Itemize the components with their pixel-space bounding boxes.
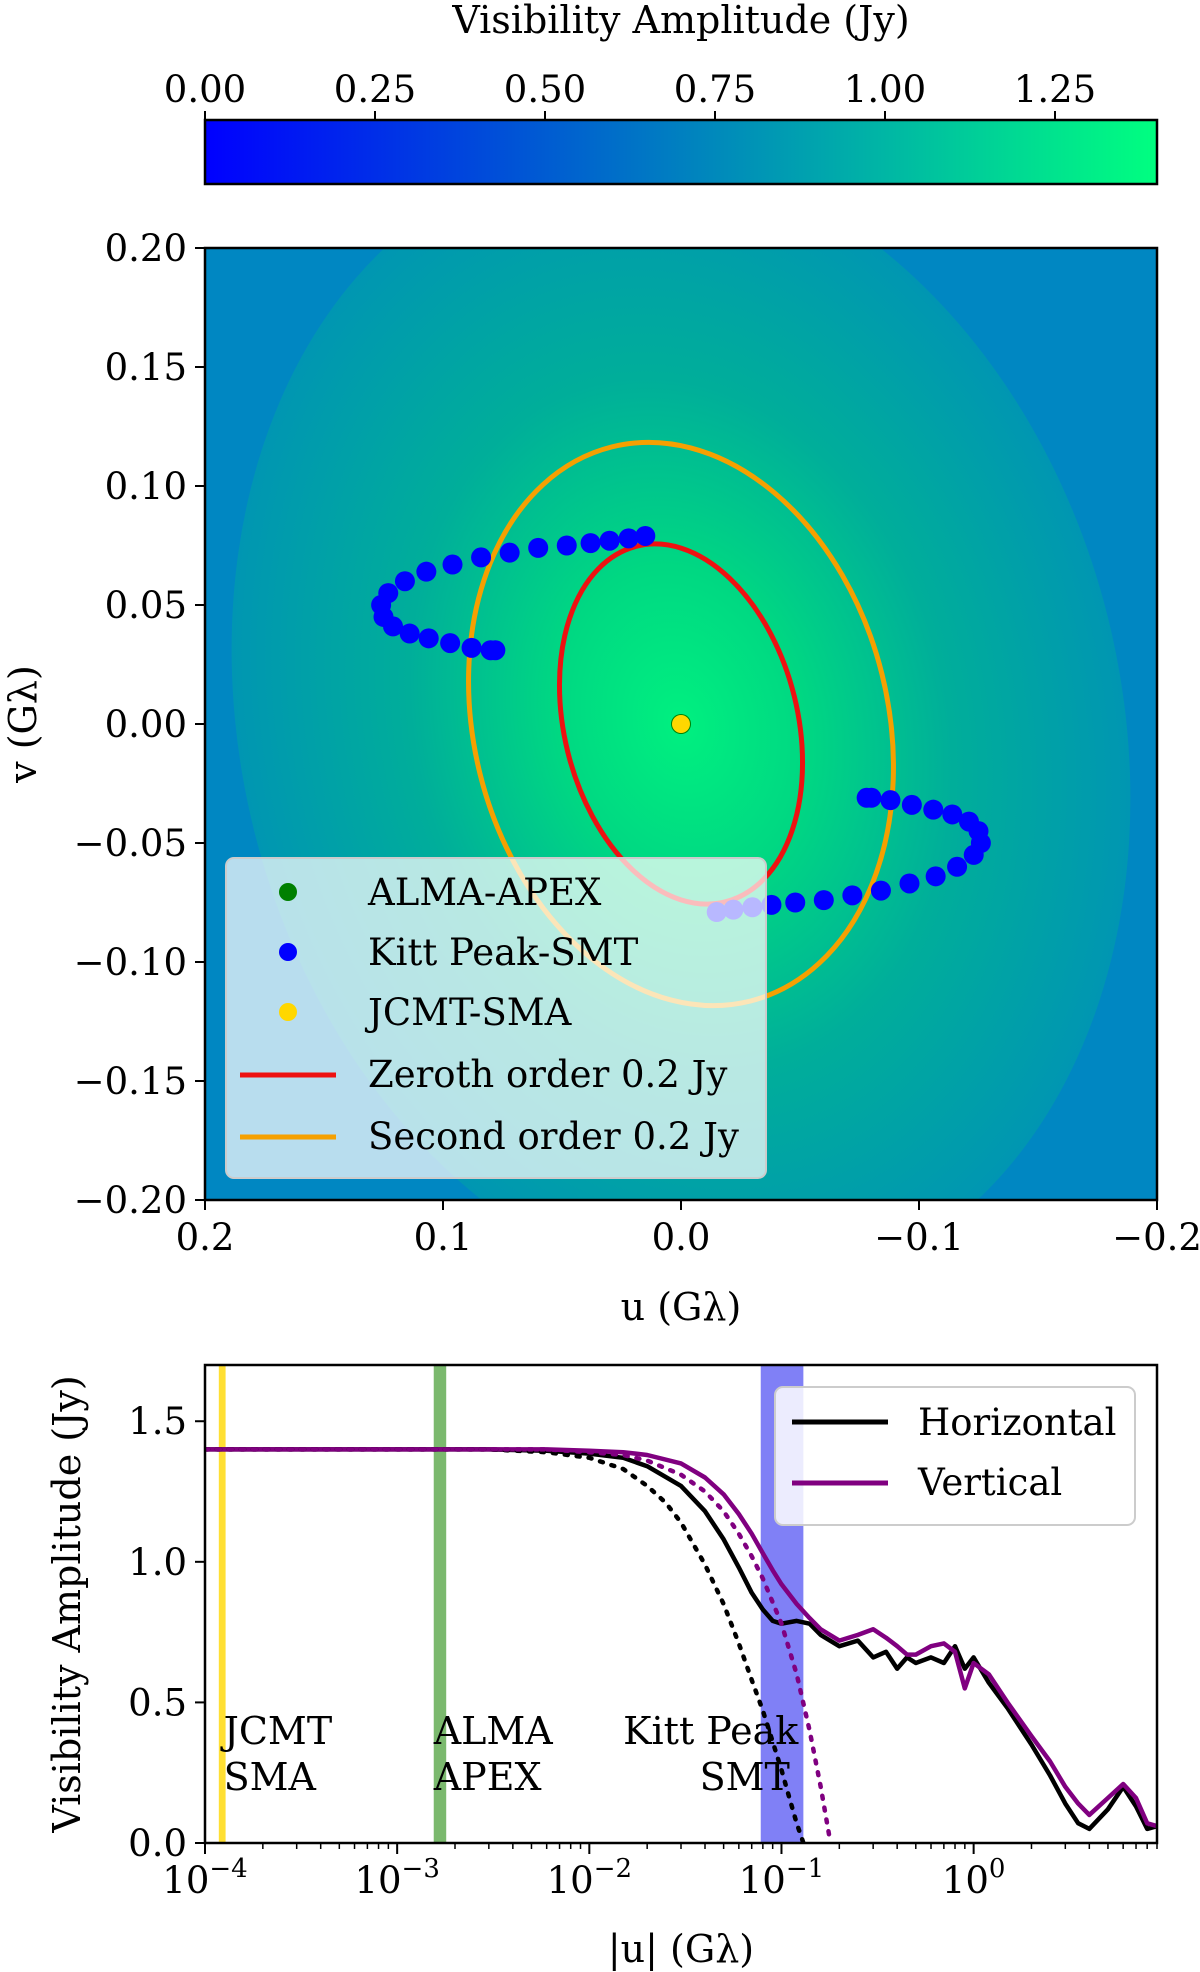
annotation-kitt-peak-smt: Kitt Peak SMT xyxy=(623,1709,799,1799)
uv-ytick-label-6: −0.10 xyxy=(74,941,187,984)
point-kitt-peak-smt-29 xyxy=(899,873,920,894)
uv-ytick-label-1: 0.15 xyxy=(105,346,187,389)
uv-marks xyxy=(371,439,991,1009)
point-kitt-peak-smt-27 xyxy=(842,885,863,906)
colorbar-tick-label-3: 0.75 xyxy=(674,68,756,111)
annotation-alma-apex: ALMA APEX xyxy=(433,1709,554,1799)
legend-horizontal: Horizontal xyxy=(918,1401,1116,1444)
uv-ytick-label-4: 0.00 xyxy=(105,703,187,746)
amp-xtick-label-2: 10−2 xyxy=(547,1854,632,1902)
point-kitt-peak-smt-14 xyxy=(383,616,404,637)
uv-ytick-label-3: 0.05 xyxy=(105,584,187,627)
colorbar-label: Visibility Amplitude (Jy) xyxy=(451,0,909,42)
point-kitt-peak-smt-10 xyxy=(394,571,415,592)
amp-xtick-label-4: 100 xyxy=(942,1854,1006,1902)
band-annotations: JCMT SMA ALMA APEX Kitt Peak SMT xyxy=(220,1709,800,1799)
legend-second-order: Second order 0.2 Jy xyxy=(368,1115,739,1158)
amp-ytick-label-3: 1.5 xyxy=(128,1400,187,1443)
amp-ytick-label-2: 1.0 xyxy=(128,1541,187,1584)
point-kitt-peak-smt-3 xyxy=(580,533,601,554)
uv-ytick-label-7: −0.15 xyxy=(74,1060,187,1103)
legend-zeroth-order: Zeroth order 0.2 Jy xyxy=(368,1053,727,1096)
line-vertical xyxy=(205,1447,1157,1829)
legend-vertical: Vertical xyxy=(917,1461,1062,1504)
uv-ytick-label-8: −0.20 xyxy=(74,1179,187,1222)
point-kitt-peak-smt-18 xyxy=(461,637,482,658)
point-kitt-peak-smt-4 xyxy=(556,535,577,556)
line-horizontal xyxy=(205,1447,1157,1832)
point-kitt-peak-smt-41 xyxy=(856,787,877,808)
uv-xtick-label-0: 0.2 xyxy=(176,1216,235,1259)
uv-panel: 0.2 0.1 0.0 −0.1 −0.2 0.20 0.15 0.10 0.05 0.00 −0.… xyxy=(1,227,1200,1329)
point-kitt-peak-smt-5 xyxy=(528,537,549,558)
point-kitt-peak-smt-28 xyxy=(870,880,891,901)
point-kitt-peak-smt-1 xyxy=(618,528,639,549)
band-alma-apex xyxy=(433,1365,447,1843)
colorbar-ticks: 0.00 0.25 0.50 0.75 1.00 1.25 xyxy=(164,68,1096,120)
point-kitt-peak-smt-16 xyxy=(418,628,439,649)
point-kitt-peak-smt-0 xyxy=(635,525,656,546)
line-approx-2 xyxy=(205,1447,806,1843)
amp-xtick-label-3: 10−1 xyxy=(739,1854,824,1902)
legend-marker-jcmt-sma xyxy=(279,1003,297,1021)
amplitude-ticks: 10−4 10−3 10−2 10−1 100 0.0 0.5 1.0 1.5 xyxy=(128,1400,1158,1902)
point-kitt-peak-smt-31 xyxy=(947,856,968,877)
colorbar-tick-label-1: 0.25 xyxy=(334,68,416,111)
amplitude-lines xyxy=(205,1447,1157,1843)
legend-marker-alma-apex xyxy=(279,883,297,901)
point-kitt-peak-smt-2 xyxy=(599,530,620,551)
uv-xtick-label-2: 0.0 xyxy=(652,1216,711,1259)
amp-xtick-label-1: 10−3 xyxy=(354,1854,439,1902)
colorbar: Visibility Amplitude (Jy) 0.00 0.25 0.50 0.… xyxy=(164,0,1159,186)
colorbar-tick-label-4: 1.00 xyxy=(844,68,926,111)
legend-marker-kitt-peak-smt xyxy=(279,943,297,961)
colorbar-tick-label-5: 1.25 xyxy=(1014,68,1096,111)
uv-xtick-label-3: −0.1 xyxy=(874,1216,964,1259)
annotation-jcmt-sma: JCMT SMA xyxy=(220,1709,333,1799)
line-approx-3 xyxy=(205,1447,833,1843)
point-kitt-peak-smt-7 xyxy=(471,547,492,568)
point-kitt-peak-smt-15 xyxy=(399,623,420,644)
point-jcmt-sma-0 xyxy=(672,715,690,733)
point-kitt-peak-smt-20 xyxy=(485,640,506,661)
band-jcmt-sma xyxy=(218,1365,226,1843)
uv-xtick-label-4: −0.2 xyxy=(1112,1216,1200,1259)
amplitude-ylabel: Visibility Amplitude (Jy) xyxy=(45,1375,89,1833)
point-kitt-peak-smt-26 xyxy=(813,890,834,911)
point-kitt-peak-smt-8 xyxy=(442,554,463,575)
uv-ytick-label-2: 0.10 xyxy=(105,465,187,508)
uv-ytick-label-0: 0.20 xyxy=(105,227,187,270)
legend-kitt-peak-smt: Kitt Peak-SMT xyxy=(368,931,639,974)
legend-jcmt-sma: JCMT-SMA xyxy=(364,991,573,1034)
uv-ticks: 0.2 0.1 0.0 −0.1 −0.2 0.20 0.15 0.10 0.05 0.00 −0.… xyxy=(74,227,1200,1259)
point-kitt-peak-smt-6 xyxy=(499,542,520,563)
colorbar-gradient xyxy=(203,118,1159,186)
point-kitt-peak-smt-38 xyxy=(901,794,922,815)
amp-ytick-label-0: 0.0 xyxy=(128,1822,187,1865)
uv-xtick-label-1: 0.1 xyxy=(414,1216,473,1259)
point-kitt-peak-smt-37 xyxy=(923,799,944,820)
point-kitt-peak-smt-39 xyxy=(880,790,901,811)
point-kitt-peak-smt-35 xyxy=(958,811,979,832)
amp-ytick-label-1: 0.5 xyxy=(128,1681,187,1724)
uv-legend-box xyxy=(225,857,767,1179)
uv-legend: ALMA-APEX Kitt Peak-SMT JCMT-SMA Zeroth … xyxy=(225,857,767,1179)
uv-xlabel: u (Gλ) xyxy=(621,1285,742,1329)
point-kitt-peak-smt-30 xyxy=(925,866,946,887)
uv-ylabel: v (Gλ) xyxy=(1,665,45,784)
amp-xtick-label-0: 10−4 xyxy=(162,1854,247,1902)
point-kitt-peak-smt-36 xyxy=(942,804,963,825)
colorbar-tick-label-0: 0.00 xyxy=(164,68,246,111)
amplitude-legend: Horizontal Vertical xyxy=(774,1386,1136,1526)
uv-ytick-label-5: −0.05 xyxy=(74,822,187,865)
colorbar-tick-label-2: 0.50 xyxy=(504,68,586,111)
point-kitt-peak-smt-17 xyxy=(440,633,461,654)
legend-alma-apex: ALMA-APEX xyxy=(367,871,602,914)
point-kitt-peak-smt-9 xyxy=(416,561,437,582)
point-kitt-peak-smt-25 xyxy=(785,892,806,913)
amplitude-xlabel: |u| (Gλ) xyxy=(608,1927,754,1971)
amplitude-panel: 10−4 10−3 10−2 10−1 100 0.0 0.5 1.0 1.5 JCMT SMA A… xyxy=(45,1363,1159,1971)
